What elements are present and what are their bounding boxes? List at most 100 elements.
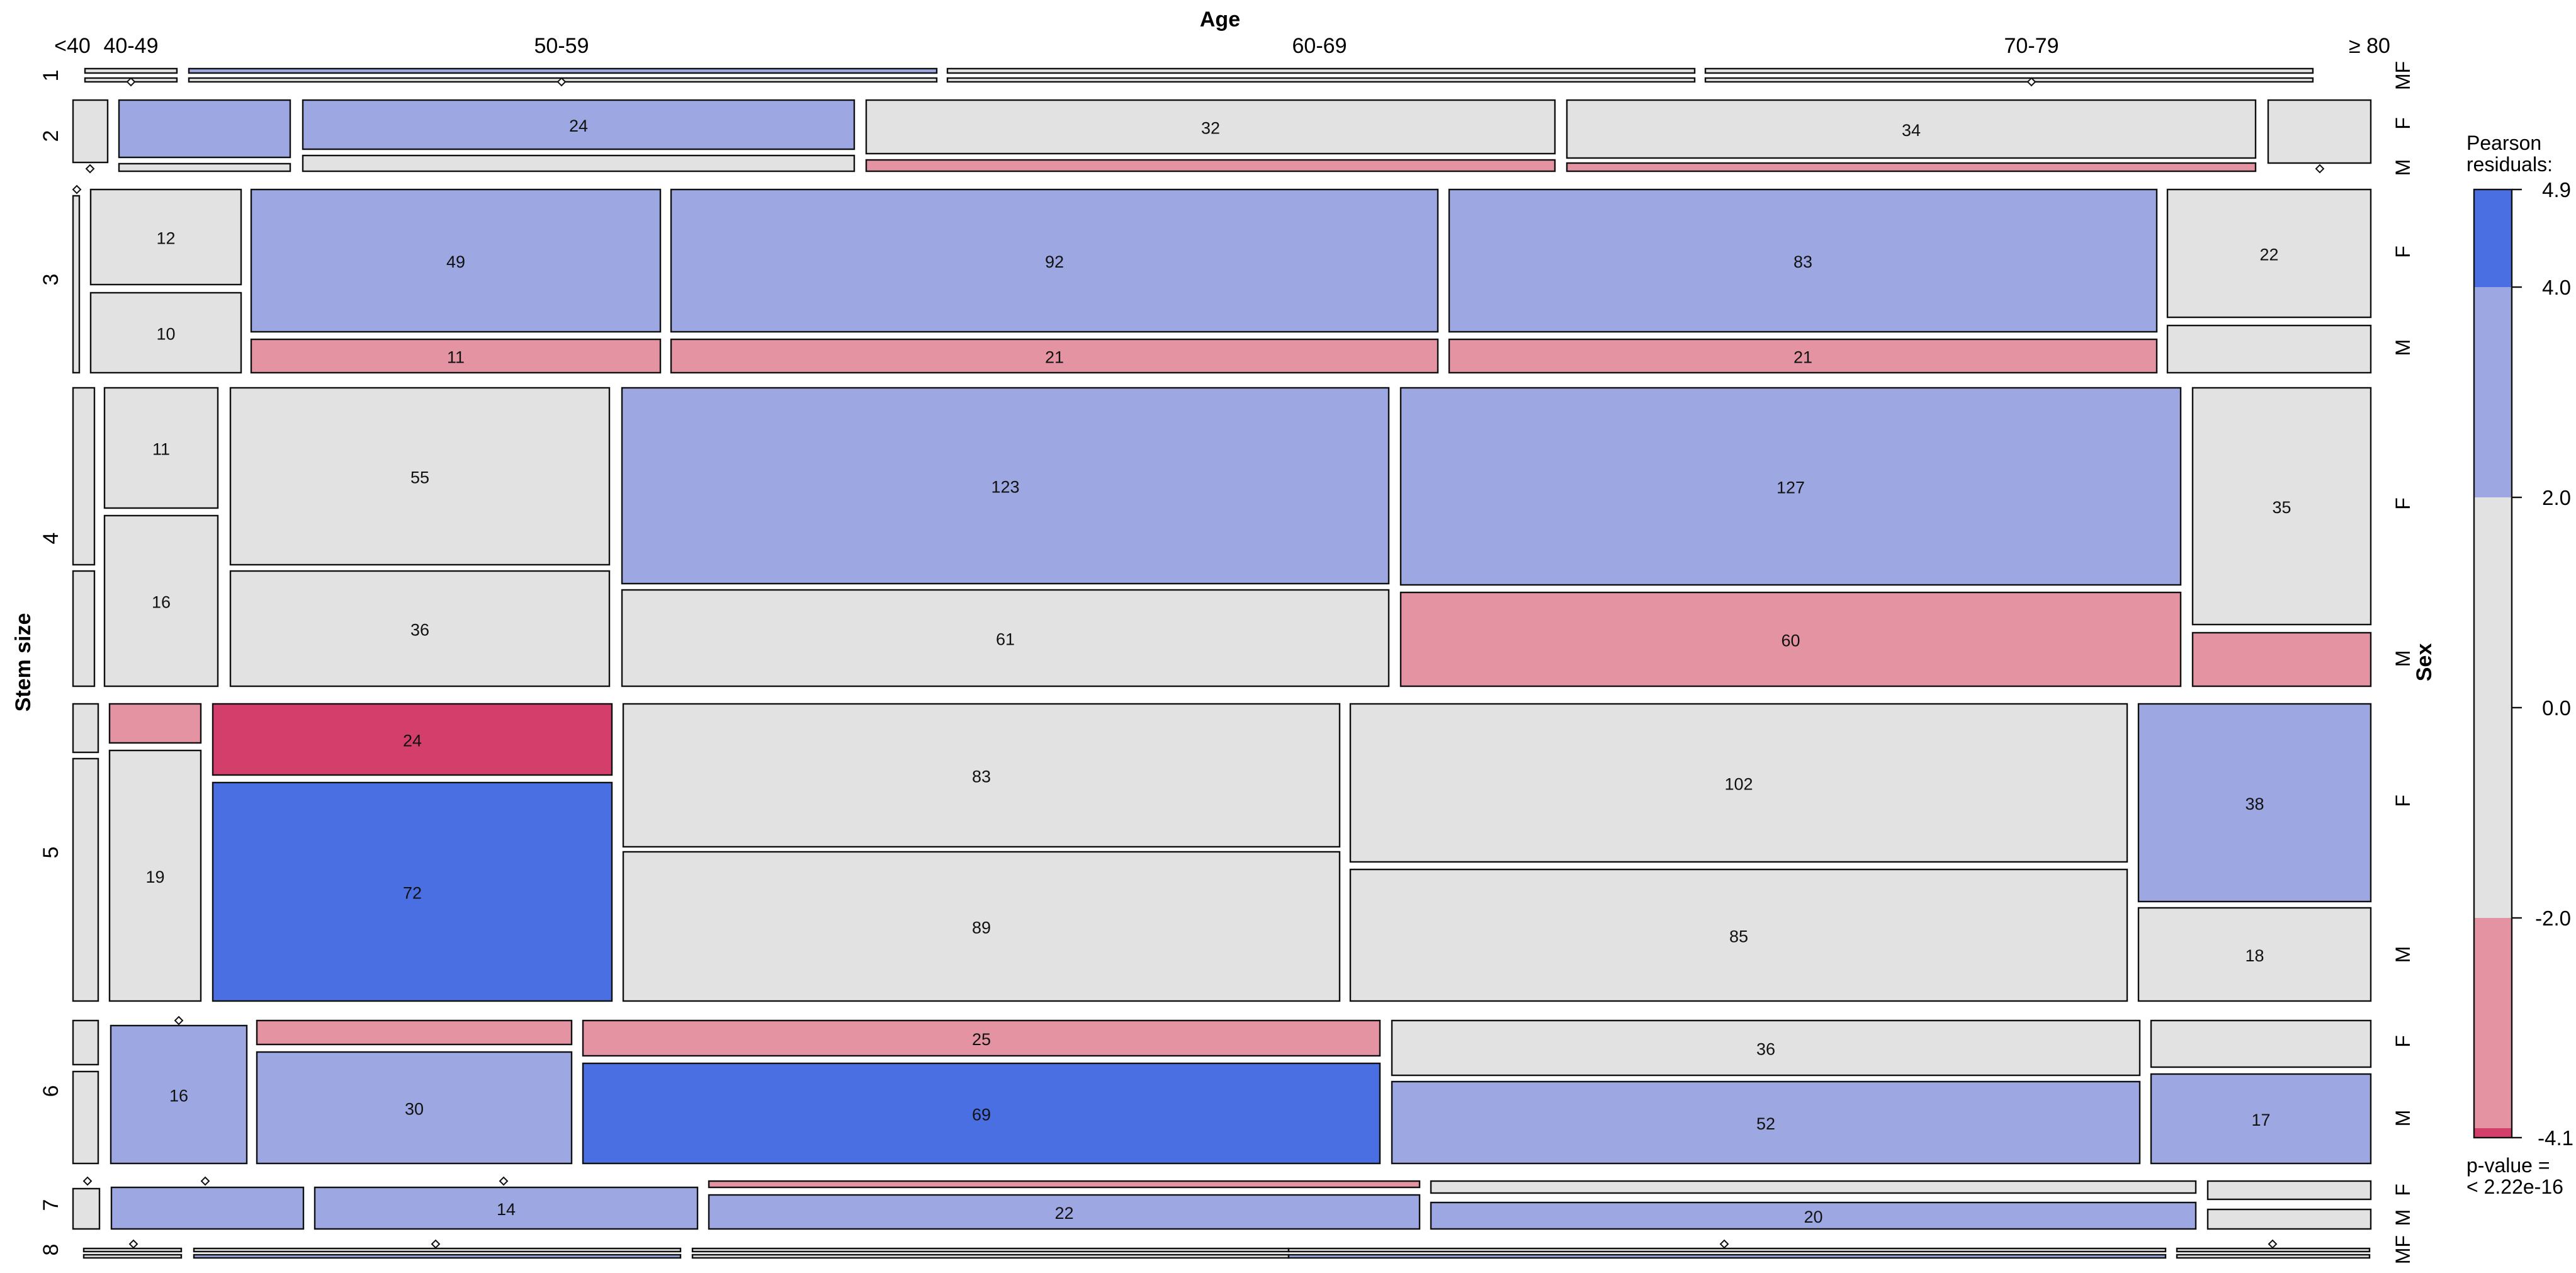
tile-count-label: 38 [2245,795,2264,813]
stem-3-tile [2166,188,2372,319]
empty-cell-marker [200,1176,210,1186]
stem-label-5: 5 [39,847,63,859]
stem-label-6: 6 [39,1085,63,1097]
tile-count-label: 36 [410,621,429,640]
stem-5-tile [108,749,202,1002]
stem-6-tile [110,1024,248,1165]
tile-count-label: 61 [996,630,1015,649]
legend-tick-label: 0.0 [2542,696,2571,720]
tile-count-label: 127 [1777,478,1805,497]
stem-8-tile [82,1253,183,1259]
tile-count-label: 55 [410,468,429,487]
stem-3-tile [670,338,1439,374]
stem-7-tile [1430,1201,2197,1230]
empty-cell-marker [2268,1239,2278,1249]
tile-count-label: 11 [447,348,465,367]
stem-6-tile [582,1019,1381,1057]
tile-count-label: 69 [972,1106,991,1124]
empty-cell-marker [556,77,567,87]
stem-1-tile [1704,77,2314,83]
stem-4-tile [1399,591,2182,687]
stem-6-tile [1391,1080,2141,1165]
stem-label-8: 8 [39,1244,63,1256]
tile-count-label: 22 [2259,246,2278,264]
stem-5-tile [1349,703,2128,863]
tile-count-label: 72 [403,884,422,903]
y-axis-title: Stem size [11,613,35,712]
stem-1-tile [84,67,178,74]
stem-2-tile [118,99,291,159]
stem-5-tile [622,703,1341,848]
tile-count-label: 92 [1045,252,1064,271]
stem-7-tile [110,1186,305,1230]
stem-3-tile [1448,188,2158,333]
stem-7-tile [2206,1180,2372,1201]
legend-title-line2: residuals: [2466,153,2553,176]
empty-cell-marker [85,164,95,174]
stem-2-tile [302,99,856,150]
age-label-60-69: 60-69 [1292,34,1347,58]
legend-tick-label: 4.0 [2542,276,2571,299]
stem-3-tile [2166,324,2372,374]
stem-3-tile [72,195,81,374]
tile-count-label: 10 [156,325,175,344]
tile-count-label: 22 [1054,1204,1073,1223]
stem-label-2: 2 [39,130,63,142]
stem-8-tile [193,1253,682,1259]
stem-8-tile [691,1253,1290,1259]
empty-cell-marker [499,1176,509,1186]
sex-label-mf-row1: MF [2392,61,2414,90]
stem-label-7: 7 [39,1199,63,1211]
sex-label-m-row4: M [2392,650,2414,667]
stem-1-tile [946,67,1696,74]
stem-8-tile [1287,1247,2167,1253]
stem-5-tile [72,703,99,754]
age-label-under-40: <40 [54,34,91,58]
stem-label-1: 1 [39,70,63,82]
tile-count-label: 16 [152,593,171,612]
tile-count-label: 17 [2251,1111,2270,1129]
legend-tick-label: 4.9 [2542,178,2571,201]
legend-ticks [2512,188,2522,1139]
age-label-40-49: 40-49 [104,34,159,58]
age-label-80-plus: ≥ 80 [2349,34,2390,58]
legend-tick-label: -4.1 [2538,1126,2573,1150]
sex-label-f-row4: F [2392,497,2414,510]
stem-6-tile [72,1070,99,1165]
stem-8-tile [82,1247,183,1253]
stem-3-tile [89,291,242,374]
stem-2-tile [118,162,291,173]
age-labels: <40 40-49 50-59 60-69 70-79 ≥ 80 [54,34,2390,58]
legend-color-segment [2474,497,2512,918]
empty-cell-marker [174,1016,184,1026]
p-value-line1: p-value = [2466,1154,2550,1177]
stem-size-labels: 1 2 3 4 5 6 7 8 [39,70,63,1256]
mosaic-tiles [72,67,2372,1259]
stem-label-4: 4 [39,533,63,545]
stem-2-tile [72,99,109,164]
stem-8-tile [691,1247,1290,1253]
stem-5-tile [1349,868,2128,1002]
stem-8-tile [2176,1247,2371,1253]
stem-3-tile [250,338,662,374]
tile-count-label: 89 [972,919,991,937]
tile-count-label: 85 [1729,927,1748,946]
tile-count-label: 35 [2272,498,2291,517]
stem-5-tile [72,757,99,1002]
stem-6-tile [256,1019,573,1046]
stem-4-tile [2191,387,2372,626]
stem-4-tile [1399,387,2182,586]
age-label-70-79: 70-79 [2004,34,2059,58]
tile-count-label: 83 [1794,252,1812,271]
stem-3-tile [670,188,1439,333]
stem-6-tile [2150,1019,2372,1068]
tile-count-label: 24 [403,732,422,750]
stem-8-tile [2176,1253,2371,1259]
sex-label-mf-row8: MF [2392,1235,2414,1264]
age-label-50-59: 50-59 [534,34,589,58]
stem-2-tile [1566,162,2257,173]
stem-8-tile [193,1247,682,1253]
legend-color-segment [2474,190,2512,287]
tile-count-label: 16 [169,1087,188,1106]
stem-5-tile [212,703,613,776]
